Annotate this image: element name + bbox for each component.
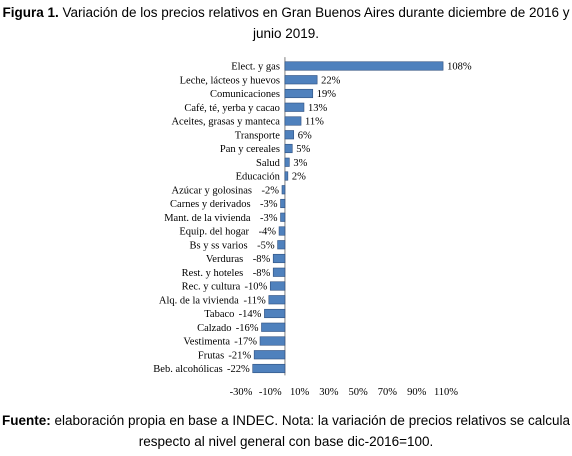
category-label-16: Rec. y cultura — [182, 282, 241, 293]
category-label-18: Tabaco — [204, 309, 234, 320]
source-caption: Fuente: elaboración propia en base a IND… — [0, 410, 572, 452]
value-label-4: 11% — [305, 117, 324, 128]
bar-18 — [264, 308, 286, 319]
bar-4 — [284, 116, 302, 126]
bar-22 — [252, 363, 286, 374]
x-tick-label-6: 90% — [407, 387, 427, 398]
bar-17 — [268, 295, 286, 305]
category-label-14: Verduras — [206, 254, 243, 265]
category-label-13: Bs y ss varios — [190, 240, 248, 251]
category-label-12: Equip. del hogar — [179, 227, 249, 238]
value-label-19: -16% — [236, 323, 259, 334]
category-label-15: Rest. y hoteles — [182, 268, 244, 279]
value-label-13: -5% — [257, 240, 275, 251]
value-label-20: -17% — [234, 337, 257, 348]
bar-1 — [284, 75, 318, 85]
x-tick-label-2: 10% — [290, 387, 310, 398]
bar-0 — [284, 61, 444, 71]
bar-19 — [261, 322, 286, 332]
value-label-16: -10% — [245, 282, 268, 293]
value-label-22: -22% — [227, 364, 250, 375]
value-label-11: -3% — [260, 213, 278, 224]
category-label-22: Beb. alcohólicas — [153, 364, 222, 375]
value-label-5: 6% — [298, 130, 312, 141]
category-label-21: Frutas — [198, 350, 224, 361]
bar-20 — [259, 336, 286, 346]
bar-3 — [284, 102, 305, 112]
figure-label: Figura 1. — [2, 5, 59, 20]
x-tick-label-3: 30% — [319, 387, 339, 398]
category-label-10: Carnes y derivados — [170, 199, 250, 210]
bar-8 — [284, 171, 289, 181]
source-label: Fuente: — [1, 413, 51, 428]
value-label-12: -4% — [259, 227, 277, 238]
category-label-11: Mant. de la vivienda — [164, 213, 251, 224]
category-label-8: Educación — [236, 172, 281, 183]
value-label-2: 19% — [317, 89, 337, 100]
category-label-19: Calzado — [197, 323, 231, 334]
x-tick-label-5: 70% — [378, 387, 398, 398]
bar-5 — [284, 130, 295, 140]
category-label-6: Pan y cereales — [220, 144, 280, 155]
source-note: elaboración propia en base a INDEC. Nota… — [54, 413, 571, 449]
bar-13 — [277, 240, 286, 250]
value-label-15: -8% — [253, 268, 271, 279]
bar-14 — [272, 253, 286, 264]
bar-7 — [284, 157, 290, 167]
value-label-10: -3% — [260, 199, 278, 210]
bar-9 — [281, 185, 286, 195]
x-tick-label-1: -10% — [259, 387, 282, 398]
value-label-14: -8% — [253, 254, 271, 265]
category-label-5: Transporte — [235, 130, 280, 141]
value-label-8: 2% — [292, 172, 306, 183]
category-label-4: Aceites, grasas y manteca — [171, 117, 280, 128]
bar-21 — [253, 350, 286, 360]
bar-6 — [284, 143, 293, 154]
value-label-18: -14% — [239, 309, 262, 320]
bar-12 — [278, 226, 286, 236]
category-label-0: Elect. y gas — [231, 62, 280, 73]
category-label-7: Salud — [256, 158, 281, 169]
bar-16 — [269, 281, 286, 291]
bar-10 — [280, 198, 286, 209]
value-label-3: 13% — [308, 103, 328, 114]
category-label-1: Leche, lácteos y huevos — [180, 75, 280, 86]
bar-11 — [280, 212, 286, 222]
value-label-9: -2% — [262, 185, 280, 196]
bar-15 — [272, 267, 286, 277]
figure-title: Variación de los precios relativos en Gr… — [62, 5, 570, 41]
value-label-0: 108% — [447, 62, 472, 73]
category-label-17: Alq. de la vivienda — [159, 295, 239, 306]
figure-caption: Figura 1. Variación de los precios relat… — [0, 2, 572, 44]
value-label-6: 5% — [296, 144, 310, 155]
category-label-9: Azúcar y golosinas — [172, 185, 252, 196]
category-label-2: Comunicaciones — [210, 89, 280, 100]
x-tick-label-4: 50% — [349, 387, 369, 398]
value-label-7: 3% — [293, 158, 307, 169]
category-label-20: Vestimenta — [183, 337, 230, 348]
value-label-1: 22% — [321, 75, 341, 86]
value-label-17: -11% — [243, 295, 266, 306]
category-label-3: Café, té, yerba y cacao — [184, 103, 280, 114]
bar-2 — [284, 88, 314, 99]
value-label-21: -21% — [228, 350, 251, 361]
x-tick-label-7: 110% — [434, 387, 458, 398]
x-tick-label-0: -30% — [230, 387, 253, 398]
